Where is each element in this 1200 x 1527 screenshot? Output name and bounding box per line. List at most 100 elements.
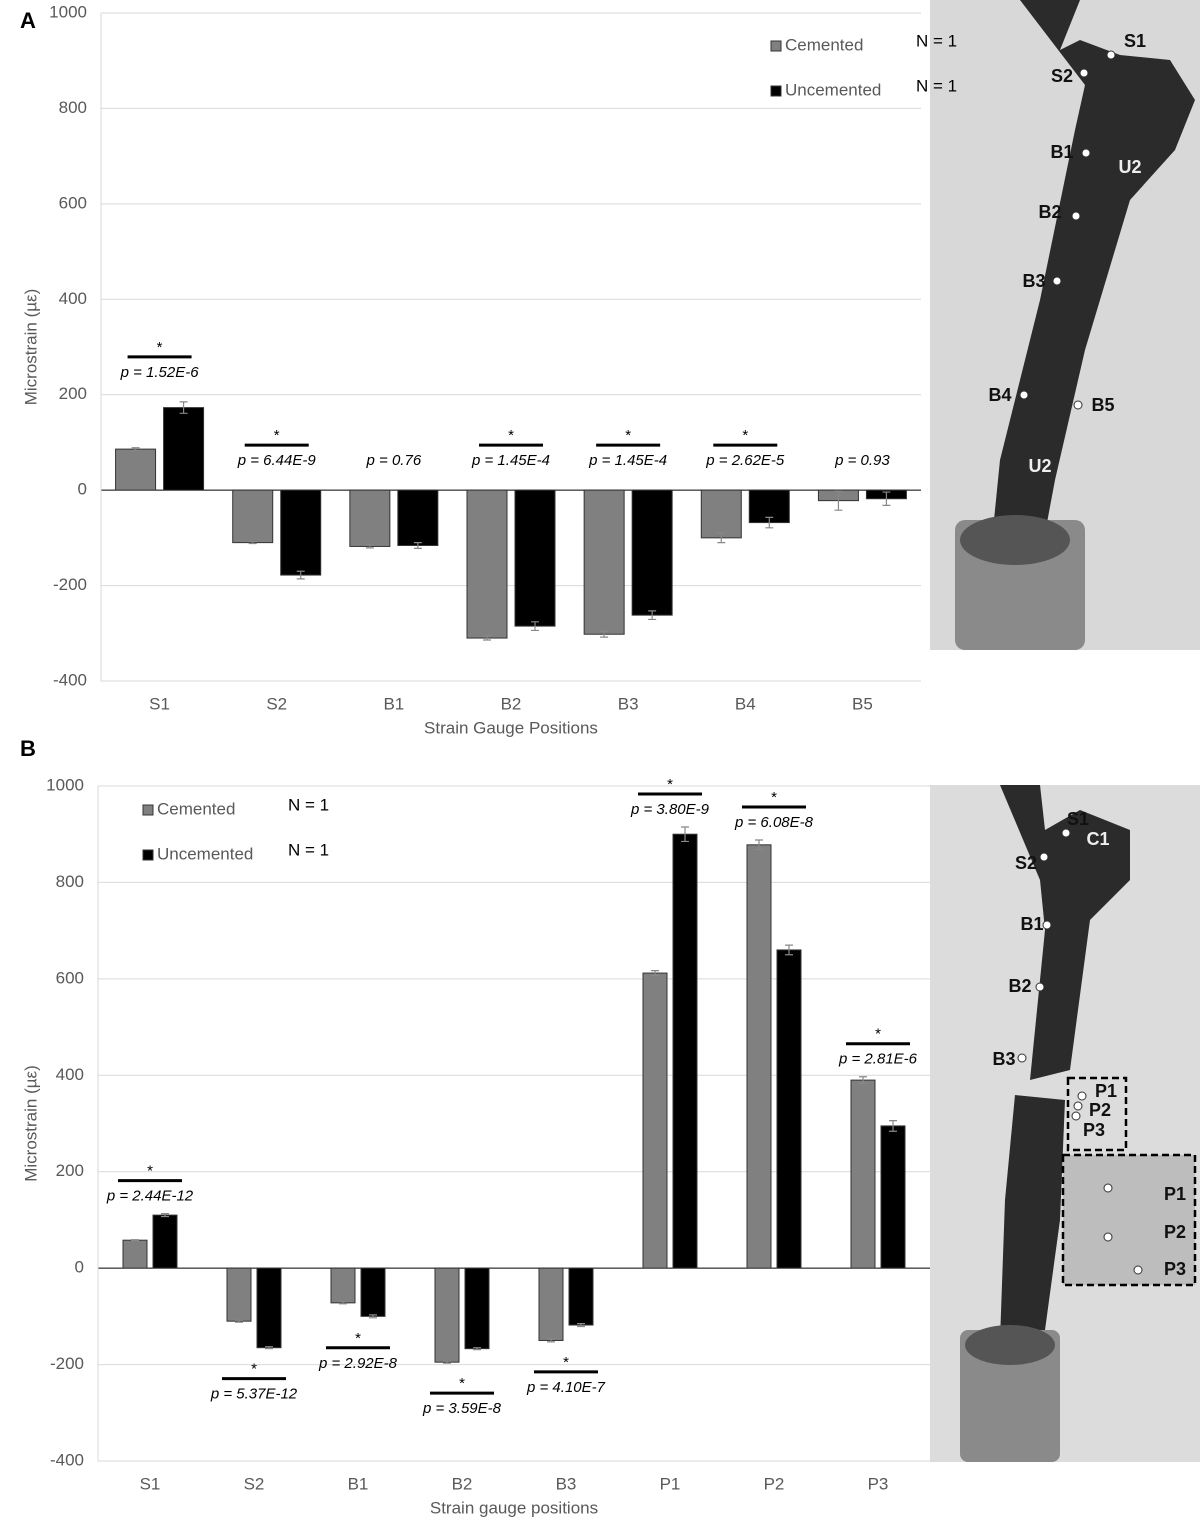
significance-star: *: [355, 1330, 361, 1347]
error-bar: [600, 630, 609, 638]
bar: [122, 1239, 148, 1269]
y-tick-label: 400: [59, 289, 87, 308]
photo-label: P1: [1164, 1184, 1186, 1204]
photo-label: U2: [1028, 456, 1051, 476]
gauge-marker: [1133, 1265, 1143, 1275]
bar: [538, 1267, 564, 1341]
error-bar: [651, 970, 659, 977]
significance-star: *: [563, 1354, 569, 1371]
x-tick-label: B4: [735, 694, 756, 713]
bar: [280, 489, 322, 576]
bar: [434, 1267, 460, 1363]
significance-star: *: [625, 427, 631, 444]
bar: [466, 489, 508, 639]
photo-label: P2: [1164, 1222, 1186, 1242]
fixture-top: [965, 1325, 1055, 1365]
legend-n: N = 1: [916, 31, 957, 50]
x-tick-label: B2: [501, 694, 522, 713]
error-bar: [248, 541, 257, 545]
error-bar: [717, 532, 726, 544]
photo-label: S1: [1124, 31, 1146, 51]
x-tick-label: B5: [852, 694, 873, 713]
p-value: p = 3.59E-8: [422, 1400, 502, 1417]
x-tick-label: S1: [149, 694, 170, 713]
p-value: p = 0.93: [834, 452, 890, 469]
legend-label: Cemented: [785, 35, 863, 54]
significance-star: *: [274, 427, 280, 444]
significance-star: *: [875, 1026, 881, 1043]
bone: [990, 0, 1195, 560]
error-bar: [161, 1213, 169, 1218]
error-bar: [235, 1319, 243, 1323]
fixture-top: [960, 515, 1070, 565]
bar: [163, 407, 205, 491]
significance-star: *: [459, 1375, 465, 1392]
gauge-marker: [1071, 211, 1081, 221]
y-tick-label: 200: [59, 384, 87, 403]
y-tick-label: 0: [78, 480, 87, 499]
gauge-marker: [1103, 1183, 1113, 1193]
fixture: [960, 1330, 1060, 1462]
p-value: p = 6.44E-9: [237, 452, 317, 469]
bar: [514, 489, 556, 627]
x-tick-label: B1: [348, 1474, 369, 1493]
bar: [360, 1267, 386, 1317]
error-bar: [765, 516, 774, 529]
x-tick-label: S2: [244, 1474, 265, 1493]
y-tick-label: 600: [56, 968, 84, 987]
photo-label: B2: [1008, 976, 1031, 996]
significance-star: *: [157, 339, 163, 356]
error-bar: [577, 1322, 585, 1328]
bar: [850, 1079, 876, 1269]
bar: [746, 844, 772, 1269]
photo-label: B1: [1020, 914, 1043, 934]
photo-label: B4: [988, 385, 1011, 405]
photo-label: B5: [1091, 395, 1114, 415]
y-tick-label: 0: [75, 1258, 84, 1277]
bar: [568, 1267, 594, 1326]
bar: [256, 1267, 282, 1349]
legend-swatch: [770, 85, 782, 97]
p-value: p = 0.76: [366, 452, 422, 469]
photo-label: P3: [1083, 1120, 1105, 1140]
p-value: p = 1.52E-6: [120, 364, 200, 381]
error-bar: [889, 1120, 897, 1132]
photo-label: U2: [1118, 157, 1141, 177]
gauge-marker: [1077, 1091, 1087, 1101]
bar: [642, 972, 668, 1269]
inset: [1061, 1153, 1197, 1287]
error-bar: [483, 635, 491, 641]
bar: [330, 1267, 356, 1304]
error-bar: [443, 1360, 451, 1364]
x-tick-label: B2: [452, 1474, 473, 1493]
legend-swatch: [142, 849, 154, 861]
error-bar: [681, 826, 689, 843]
error-bar: [473, 1347, 481, 1351]
y-tick-label: -400: [53, 670, 87, 689]
error-bar: [785, 944, 793, 956]
gauge-marker: [1079, 68, 1089, 78]
photo-label: S1: [1067, 809, 1089, 829]
p-value: p = 2.44E-12: [106, 1188, 194, 1205]
gauge-marker: [1035, 982, 1045, 992]
y-axis-title: Microstrain (µε): [21, 289, 40, 406]
x-tick-label: P1: [660, 1474, 681, 1493]
legend-swatch: [142, 804, 154, 816]
y-tick-label: 400: [56, 1065, 84, 1084]
p-value: p = 1.45E-4: [588, 452, 667, 469]
panel-label: A: [20, 8, 36, 33]
error-bar: [882, 491, 891, 507]
y-tick-label: 600: [59, 193, 87, 212]
photo-b: [930, 785, 1200, 1462]
legend-n: N = 1: [916, 76, 957, 95]
error-bar: [531, 621, 539, 632]
significance-star: *: [742, 427, 748, 444]
bar: [700, 489, 742, 539]
x-axis-title: Strain Gauge Positions: [424, 718, 598, 737]
photo-label: B3: [1022, 271, 1045, 291]
gauge-marker: [1106, 50, 1116, 60]
legend-swatch: [770, 40, 782, 52]
bar: [397, 489, 439, 546]
y-tick-label: 200: [56, 1161, 84, 1180]
